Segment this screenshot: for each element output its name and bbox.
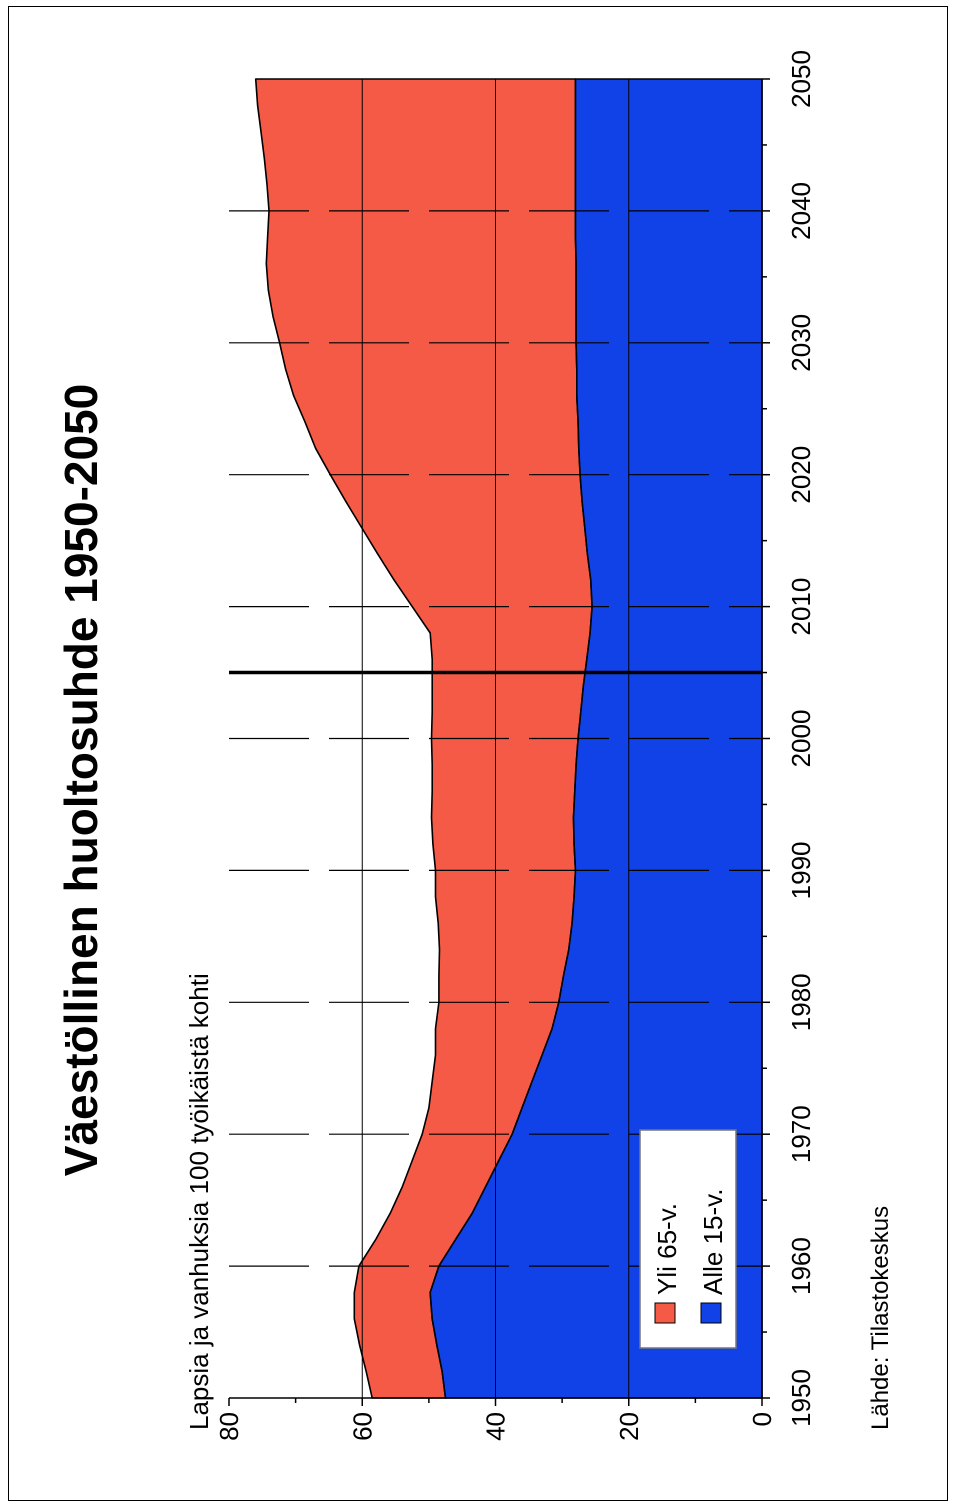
axes: 1950196019701980199020002010202020302040… bbox=[214, 50, 816, 1441]
year-tick-label-1990: 1990 bbox=[786, 841, 816, 899]
year-tick-label-2000: 2000 bbox=[786, 710, 816, 768]
value-tick-label-0: 0 bbox=[747, 1412, 777, 1426]
year-tick-label-2050: 2050 bbox=[786, 50, 816, 108]
year-tick-label-1950: 1950 bbox=[786, 1369, 816, 1427]
value-tick-label-80: 80 bbox=[214, 1412, 244, 1441]
legend-swatch-yli-65 bbox=[654, 1302, 676, 1324]
chart-title: Väestöllinen huoltosuhde 1950-2050 bbox=[55, 384, 107, 1176]
year-tick-label-1980: 1980 bbox=[786, 973, 816, 1031]
year-tick-label-2030: 2030 bbox=[786, 314, 816, 372]
legend-label-yli-65: Yli 65-v. bbox=[652, 1203, 682, 1295]
value-tick-label-40: 40 bbox=[481, 1412, 511, 1441]
year-tick-label-1960: 1960 bbox=[786, 1237, 816, 1295]
source-note: Lähde: Tilastokeskus bbox=[867, 1206, 894, 1430]
y-axis-label: Lapsia ja vanhuksia 100 työikäistä kohti bbox=[184, 973, 214, 1430]
legend-swatch-alle-15 bbox=[700, 1302, 722, 1324]
value-tick-label-60: 60 bbox=[347, 1412, 377, 1441]
year-tick-label-2040: 2040 bbox=[786, 182, 816, 240]
year-tick-label-2020: 2020 bbox=[786, 446, 816, 504]
year-tick-label-1970: 1970 bbox=[786, 1105, 816, 1163]
legend-label-alle-15: Alle 15-v. bbox=[698, 1189, 728, 1295]
value-tick-label-20: 20 bbox=[614, 1412, 644, 1441]
year-tick-label-2010: 2010 bbox=[786, 578, 816, 636]
legend: Yli 65-v. Alle 15-v. bbox=[639, 1129, 737, 1349]
